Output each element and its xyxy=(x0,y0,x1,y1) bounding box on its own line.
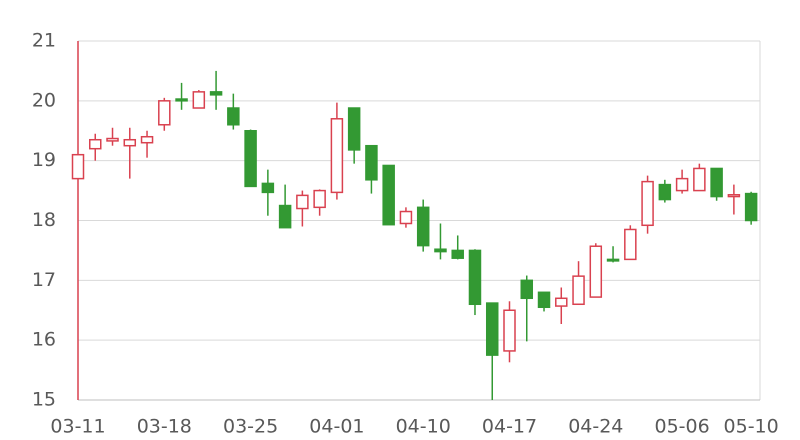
candle-body xyxy=(606,258,620,262)
y-tick-label: 18 xyxy=(32,209,56,231)
candle-body xyxy=(520,279,534,300)
y-tick-label: 20 xyxy=(32,89,56,111)
candle-body xyxy=(106,137,119,142)
candle-body xyxy=(192,91,206,109)
candle-body xyxy=(296,194,309,210)
candle-body xyxy=(503,309,516,352)
candle-body xyxy=(485,302,499,356)
candle-body xyxy=(399,210,413,225)
candle-body xyxy=(313,189,326,209)
candle-body xyxy=(693,167,706,192)
candle-body xyxy=(675,177,689,192)
candle-body xyxy=(624,228,637,261)
candle-body xyxy=(658,183,672,201)
y-tick-label: 17 xyxy=(32,269,56,291)
candle-body xyxy=(71,153,85,180)
candle-body xyxy=(330,118,344,194)
y-tick-label: 16 xyxy=(32,329,56,351)
y-tick-label: 15 xyxy=(32,389,56,411)
candle-body xyxy=(451,249,464,259)
candle-body xyxy=(416,206,430,247)
candle-body xyxy=(209,91,223,96)
x-tick-label: 04-01 xyxy=(309,416,364,438)
candle-body xyxy=(468,249,482,306)
x-tick-label: 04-24 xyxy=(568,416,623,438)
y-tick-label: 21 xyxy=(32,30,56,52)
x-tick-label: 05-06 xyxy=(654,416,709,438)
candle-body xyxy=(589,245,603,298)
candle-body xyxy=(744,192,758,222)
candle-body xyxy=(158,100,171,126)
candle-body xyxy=(727,194,741,198)
x-tick-label: 03-11 xyxy=(50,416,105,438)
candle-body xyxy=(244,130,257,188)
candle-body xyxy=(365,144,378,181)
y-tick-label: 19 xyxy=(32,149,56,171)
candle-body xyxy=(175,98,188,102)
candle-body xyxy=(434,248,447,253)
x-tick-label: 04-17 xyxy=(482,416,537,438)
candle-body xyxy=(537,291,551,309)
candle-body xyxy=(261,182,275,194)
x-tick-label: 03-25 xyxy=(223,416,278,438)
candle-body xyxy=(347,107,361,151)
candle-body xyxy=(572,275,585,306)
candle-body xyxy=(140,135,154,144)
candle-body xyxy=(278,204,292,229)
candle-body xyxy=(555,297,568,307)
x-tick-label: 05-10 xyxy=(724,416,779,438)
candle-body xyxy=(641,180,654,227)
candle-body xyxy=(227,107,240,126)
candle-body xyxy=(89,138,102,150)
candle-body xyxy=(710,167,723,198)
x-tick-label: 04-10 xyxy=(396,416,451,438)
candle-body xyxy=(123,138,137,147)
x-tick-label: 03-18 xyxy=(137,416,192,438)
candle-body xyxy=(382,164,395,226)
